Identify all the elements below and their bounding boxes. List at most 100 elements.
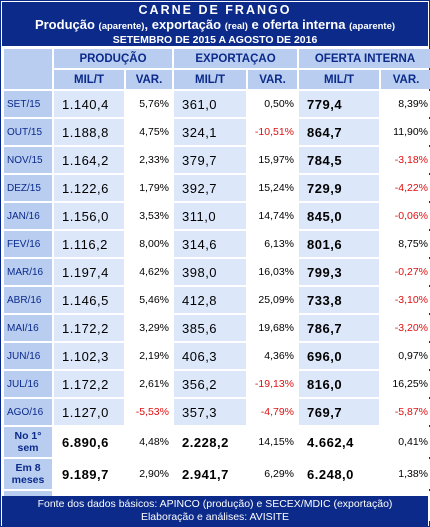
producao-value: 1.122,6 (54, 175, 124, 201)
header-oferta-interna: OFERTA INTERNA (299, 49, 430, 68)
producao-variation: 8,00% (126, 231, 172, 257)
oferta-variation: 0,97% (381, 343, 430, 369)
header-var: VAR. (248, 70, 298, 89)
table-row: JUN/16 1.102,3 2,19% 406,3 4,36% 696,0 0,97% (4, 343, 430, 369)
exportacao-variation: 6,13% (248, 231, 298, 257)
header-unit: MIL/T (174, 70, 246, 89)
exportacao-variation: 15,97% (248, 147, 298, 173)
producao-value: 1.116,2 (54, 231, 124, 257)
producao-total: 6.890,6 (54, 427, 124, 457)
exportacao-variation: -4,79% (248, 399, 298, 425)
exportacao-value: 357,3 (174, 399, 246, 425)
oferta-total-variation: 1,38% (381, 459, 430, 489)
header-var: VAR. (126, 70, 172, 89)
exportacao-variation: 4,36% (248, 343, 298, 369)
subtitle-note: (real) (224, 21, 248, 32)
row-month-label: ABR/16 (4, 287, 52, 313)
title-subtitle: Produção (aparente), exportação (real) e… (2, 17, 428, 34)
oferta-variation: 8,75% (381, 231, 430, 257)
producao-total: 9.189,7 (54, 459, 124, 489)
table-row: ABR/16 1.146,5 5,46% 412,8 25,09% 733,8 -3,10% (4, 287, 430, 313)
oferta-value: 786,7 (299, 315, 380, 341)
table-row: NOV/15 1.164,2 2,33% 379,7 15,97% 784,5 -3,18% (4, 147, 430, 173)
producao-variation: -5,53% (126, 399, 172, 425)
oferta-value: 733,8 (299, 287, 380, 313)
oferta-variation: -3,10% (381, 287, 430, 313)
exportacao-variation: 25,09% (248, 287, 298, 313)
oferta-variation: -4,22% (381, 175, 430, 201)
oferta-variation: -0,27% (381, 259, 430, 285)
header-corner (4, 49, 52, 89)
exportacao-value: 412,8 (174, 287, 246, 313)
exportacao-value: 406,3 (174, 343, 246, 369)
row-month-label: FEV/16 (4, 231, 52, 257)
title-period: SETEMBRO DE 2015 A AGOSTO DE 2016 (112, 34, 318, 46)
summary-row: No 1° sem 6.890,6 4,48% 2.228,2 14,15% 4.662,4… (4, 427, 430, 457)
exportacao-variation: -19,13% (248, 371, 298, 397)
header-unit: MIL/T (54, 70, 124, 89)
subtitle-part: , exportação (144, 17, 222, 32)
producao-value: 1.172,2 (54, 315, 124, 341)
summary-label-line: Em 8 (15, 462, 41, 474)
exportacao-value: 314,6 (174, 231, 246, 257)
table-row: MAI/16 1.172,2 3,29% 385,6 19,68% 786,7 -3,20% (4, 315, 430, 341)
summary-row: Em 8 meses 9.189,7 2,90% 2.941,7 6,29% 6.248,0… (4, 459, 430, 489)
row-month-label: MAR/16 (4, 259, 52, 285)
row-month-label: DEZ/15 (4, 175, 52, 201)
producao-total-variation: 4,48% (126, 427, 172, 457)
summary-label-line: sem (17, 442, 39, 454)
footer-source: Fonte dos dados básicos: APINCO (produçã… (2, 496, 428, 526)
row-month-label: MAI/16 (4, 315, 52, 341)
oferta-value: 864,7 (299, 119, 380, 145)
exportacao-total: 2.228,2 (174, 427, 246, 457)
exportacao-variation: 16,03% (248, 259, 298, 285)
oferta-value: 784,5 (299, 147, 380, 173)
exportacao-total-variation: 6,29% (248, 459, 298, 489)
subtitle-note: (aparente) (98, 21, 145, 32)
exportacao-value: 324,1 (174, 119, 246, 145)
producao-value: 1.156,0 (54, 203, 124, 229)
row-month-label: AGO/16 (4, 399, 52, 425)
oferta-value: 696,0 (299, 343, 380, 369)
exportacao-variation: 0,50% (248, 91, 298, 117)
oferta-variation: -0,06% (381, 203, 430, 229)
exportacao-value: 392,7 (174, 175, 246, 201)
header-producao: PRODUÇÃO (54, 49, 172, 68)
footer-credit-line: Elaboração e análises: AVISITE (140, 511, 290, 523)
header-exportacao: EXPORTAÇAO (174, 49, 298, 68)
header-row-units: MIL/T VAR. MIL/T VAR. MIL/T VAR. (4, 70, 430, 89)
producao-value: 1.197,4 (54, 259, 124, 285)
producao-variation: 2,61% (126, 371, 172, 397)
row-month-label: JUL/16 (4, 371, 52, 397)
producao-value: 1.172,2 (54, 371, 124, 397)
oferta-value: 729,9 (299, 175, 380, 201)
exportacao-total: 2.941,7 (174, 459, 246, 489)
exportacao-value: 398,0 (174, 259, 246, 285)
exportacao-variation: 14,74% (248, 203, 298, 229)
table-row: DEZ/15 1.122,6 1,79% 392,7 15,24% 729,9 -4,22% (4, 175, 430, 201)
table-row: JAN/16 1.156,0 3,53% 311,0 14,74% 845,0 -0,06% (4, 203, 430, 229)
table-row: OUT/15 1.188,8 4,75% 324,1 -10,51% 864,7 11,90… (4, 119, 430, 145)
table-row: FEV/16 1.116,2 8,00% 314,6 6,13% 801,6 8,75% (4, 231, 430, 257)
oferta-value: 779,4 (299, 91, 380, 117)
oferta-variation: -3,20% (381, 315, 430, 341)
exportacao-variation: 15,24% (248, 175, 298, 201)
producao-value: 1.188,8 (54, 119, 124, 145)
summary-label: Em 8 meses (4, 459, 52, 489)
subtitle-part: Produção (34, 17, 95, 32)
table-row: SET/15 1.140,4 5,76% 361,0 0,50% 779,4 8,39% (4, 91, 430, 117)
exportacao-value: 356,2 (174, 371, 246, 397)
oferta-value: 799,3 (299, 259, 380, 285)
subtitle-part: e oferta interna (247, 17, 346, 32)
summary-label: No 1° sem (4, 427, 52, 457)
row-month-label: JAN/16 (4, 203, 52, 229)
subtitle-note: (aparente) (349, 21, 396, 32)
producao-value: 1.164,2 (54, 147, 124, 173)
table-body: PRODUÇÃO EXPORTAÇAO OFERTA INTERNA MIL/T… (4, 49, 430, 521)
producao-variation: 2,33% (126, 147, 172, 173)
oferta-value: 816,0 (299, 371, 380, 397)
oferta-total: 6.248,0 (299, 459, 380, 489)
table-row: JUL/16 1.172,2 2,61% 356,2 -19,13% 816,0 16,25… (4, 371, 430, 397)
oferta-value: 801,6 (299, 231, 380, 257)
producao-variation: 5,46% (126, 287, 172, 313)
